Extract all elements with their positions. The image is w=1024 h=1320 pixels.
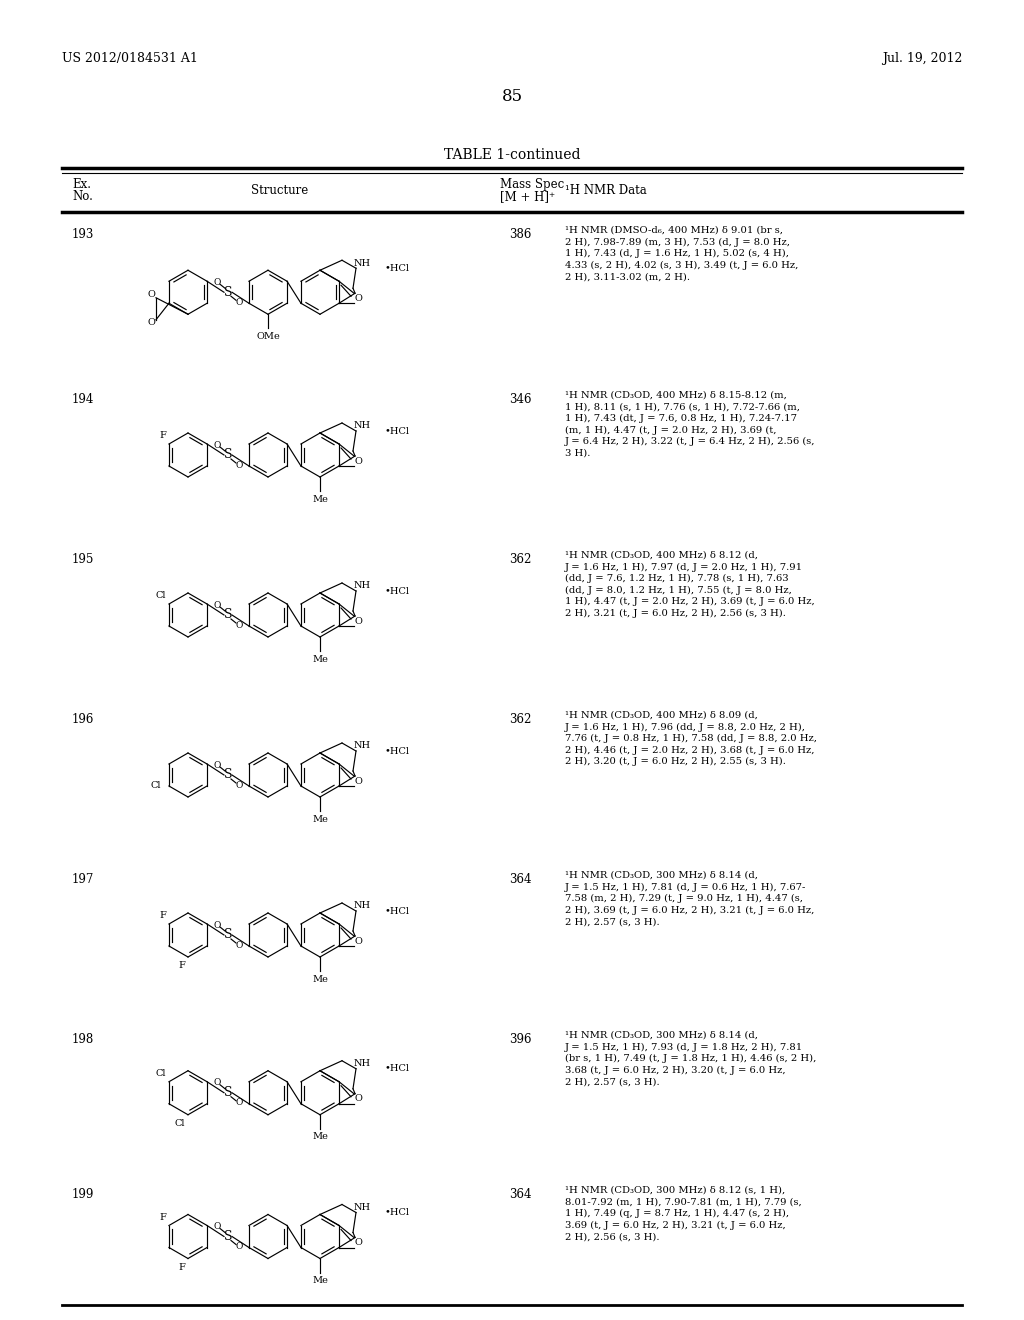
Text: 364: 364: [509, 1188, 531, 1201]
Text: No.: No.: [72, 190, 93, 203]
Text: 193: 193: [72, 228, 94, 242]
Text: ¹H NMR (CD₃OD, 300 MHz) δ 8.14 (d,
J = 1.5 Hz, 1 H), 7.81 (d, J = 0.6 Hz, 1 H), : ¹H NMR (CD₃OD, 300 MHz) δ 8.14 (d, J = 1…: [565, 871, 814, 927]
Text: •HCl: •HCl: [384, 586, 409, 595]
Text: 386: 386: [509, 228, 531, 242]
Text: NH: NH: [353, 582, 371, 590]
Text: F: F: [159, 432, 166, 440]
Text: S: S: [224, 1230, 232, 1243]
Text: O: O: [213, 920, 221, 929]
Text: NH: NH: [353, 421, 371, 430]
Text: 364: 364: [509, 873, 531, 886]
Text: TABLE 1-continued: TABLE 1-continued: [443, 148, 581, 162]
Text: O: O: [354, 936, 361, 945]
Text: Cl: Cl: [174, 1119, 185, 1127]
Text: S: S: [224, 928, 232, 941]
Text: O: O: [236, 298, 243, 306]
Text: O: O: [236, 1242, 243, 1251]
Text: S: S: [224, 1086, 232, 1100]
Text: 362: 362: [509, 713, 531, 726]
Text: Cl: Cl: [156, 591, 166, 601]
Text: S: S: [224, 768, 232, 781]
Text: ¹H NMR (CD₃OD, 300 MHz) δ 8.14 (d,
J = 1.5 Hz, 1 H), 7.93 (d, J = 1.8 Hz, 2 H), : ¹H NMR (CD₃OD, 300 MHz) δ 8.14 (d, J = 1…: [565, 1031, 816, 1086]
Text: Me: Me: [312, 655, 328, 664]
Text: •HCl: •HCl: [384, 264, 409, 273]
Text: US 2012/0184531 A1: US 2012/0184531 A1: [62, 51, 198, 65]
Text: Me: Me: [312, 814, 328, 824]
Text: ¹H NMR (DMSO-d₆, 400 MHz) δ 9.01 (br s,
2 H), 7.98-7.89 (m, 3 H), 7.53 (d, J = 8: ¹H NMR (DMSO-d₆, 400 MHz) δ 9.01 (br s, …: [565, 226, 799, 281]
Text: F: F: [159, 1213, 166, 1221]
Text: 194: 194: [72, 393, 94, 407]
Text: ¹H NMR (CD₃OD, 300 MHz) δ 8.12 (s, 1 H),
8.01-7.92 (m, 1 H), 7.90-7.81 (m, 1 H),: ¹H NMR (CD₃OD, 300 MHz) δ 8.12 (s, 1 H),…: [565, 1185, 802, 1241]
Text: 196: 196: [72, 713, 94, 726]
Text: NH: NH: [353, 1203, 371, 1212]
Text: •HCl: •HCl: [384, 426, 409, 436]
Text: O: O: [354, 616, 361, 626]
Text: O: O: [236, 620, 243, 630]
Text: Me: Me: [312, 1276, 328, 1284]
Text: O: O: [354, 294, 361, 302]
Text: O: O: [213, 277, 221, 286]
Text: F: F: [178, 1262, 185, 1271]
Text: S: S: [224, 285, 232, 298]
Text: •HCl: •HCl: [384, 1064, 409, 1073]
Text: •HCl: •HCl: [384, 1208, 409, 1217]
Text: Structure: Structure: [251, 183, 308, 197]
Text: S: S: [224, 609, 232, 622]
Text: ¹H NMR Data: ¹H NMR Data: [565, 183, 647, 197]
Text: O: O: [354, 1238, 361, 1247]
Text: [M + H]⁺: [M + H]⁺: [500, 190, 555, 203]
Text: 199: 199: [72, 1188, 94, 1201]
Text: O: O: [213, 601, 221, 610]
Text: Me: Me: [312, 974, 328, 983]
Text: 362: 362: [509, 553, 531, 566]
Text: O: O: [213, 1222, 221, 1232]
Text: ¹H NMR (CD₃OD, 400 MHz) δ 8.12 (d,
J = 1.6 Hz, 1 H), 7.97 (d, J = 2.0 Hz, 1 H), : ¹H NMR (CD₃OD, 400 MHz) δ 8.12 (d, J = 1…: [565, 550, 815, 618]
Text: O: O: [354, 1094, 361, 1104]
Text: O: O: [147, 290, 155, 300]
Text: NH: NH: [353, 902, 371, 911]
Text: O: O: [213, 1078, 221, 1088]
Text: S: S: [224, 449, 232, 462]
Text: Cl: Cl: [151, 781, 161, 791]
Text: NH: NH: [353, 1059, 371, 1068]
Text: 396: 396: [509, 1034, 531, 1045]
Text: Jul. 19, 2012: Jul. 19, 2012: [882, 51, 962, 65]
Text: Me: Me: [312, 1133, 328, 1142]
Text: O: O: [236, 780, 243, 789]
Text: 195: 195: [72, 553, 94, 566]
Text: ¹H NMR (CD₃OD, 400 MHz) δ 8.09 (d,
J = 1.6 Hz, 1 H), 7.96 (dd, J = 8.8, 2.0 Hz, : ¹H NMR (CD₃OD, 400 MHz) δ 8.09 (d, J = 1…: [565, 711, 817, 767]
Text: 197: 197: [72, 873, 94, 886]
Text: Ex.: Ex.: [72, 178, 91, 191]
Text: •HCl: •HCl: [384, 907, 409, 916]
Text: F: F: [159, 911, 166, 920]
Text: Mass Spec: Mass Spec: [500, 178, 564, 191]
Text: O: O: [354, 776, 361, 785]
Text: ¹H NMR (CD₃OD, 400 MHz) δ 8.15-8.12 (m,
1 H), 8.11 (s, 1 H), 7.76 (s, 1 H), 7.72: ¹H NMR (CD₃OD, 400 MHz) δ 8.15-8.12 (m, …: [565, 391, 815, 458]
Text: O: O: [354, 457, 361, 466]
Text: 346: 346: [509, 393, 531, 407]
Text: NH: NH: [353, 742, 371, 751]
Text: OMe: OMe: [256, 331, 280, 341]
Text: Cl: Cl: [156, 1069, 166, 1077]
Text: NH: NH: [353, 259, 371, 268]
Text: 85: 85: [502, 88, 522, 106]
Text: 198: 198: [72, 1034, 94, 1045]
Text: O: O: [236, 1098, 243, 1107]
Text: O: O: [147, 318, 155, 327]
Text: Me: Me: [312, 495, 328, 503]
Text: O: O: [236, 940, 243, 949]
Text: •HCl: •HCl: [384, 747, 409, 755]
Text: O: O: [213, 441, 221, 450]
Text: O: O: [213, 760, 221, 770]
Text: O: O: [236, 461, 243, 470]
Text: F: F: [178, 961, 185, 970]
